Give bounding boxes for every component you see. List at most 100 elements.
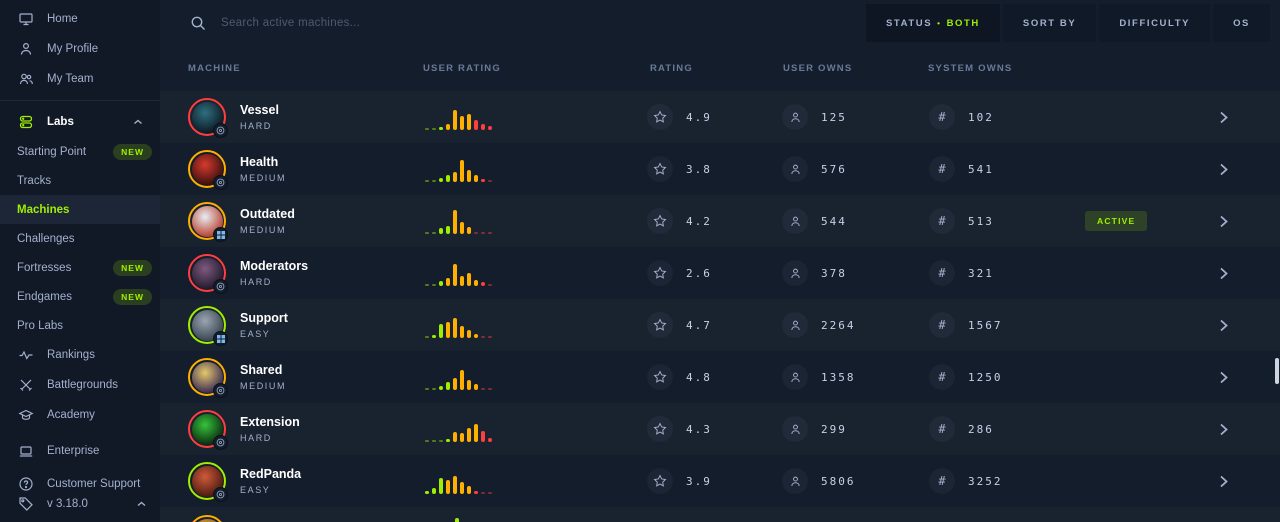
sort-by-button[interactable]: SORT BY xyxy=(1002,4,1097,42)
scrollbar-thumb[interactable] xyxy=(1275,358,1279,384)
chevron-right-icon[interactable] xyxy=(1220,423,1228,436)
rating-histogram-bar xyxy=(432,284,436,286)
sidebar-item-label: Home xyxy=(47,13,78,25)
sidebar-item-home[interactable]: Home xyxy=(0,4,160,34)
chevron-right-icon[interactable] xyxy=(1220,319,1228,332)
rating-cell: 3.8 xyxy=(647,156,712,182)
table-header-row: MACHINE USER RATING RATING USER OWNS SYS… xyxy=(160,46,1280,91)
star-icon xyxy=(647,312,673,338)
rating-histogram-bar xyxy=(425,388,429,390)
table-row[interactable]: RedPanda EASY 3.9 5806 # 3252 xyxy=(160,455,1280,507)
sidebar-section-labs[interactable]: Labs xyxy=(0,107,160,137)
sidebar-item-my-profile[interactable]: My Profile xyxy=(0,34,160,64)
rating-histogram-bar xyxy=(474,424,478,442)
rating-histogram-bar xyxy=(453,172,457,182)
sidebar-item-customer-support[interactable]: Customer Support xyxy=(0,469,160,499)
hash-icon: # xyxy=(929,312,955,338)
rating-value: 4.8 xyxy=(686,370,712,384)
sidebar-item-fortresses[interactable]: Fortresses NEW xyxy=(0,253,160,282)
rating-histogram-bar xyxy=(474,175,478,182)
system-owns-cell: # 321 xyxy=(929,260,994,286)
user-owns-value: 378 xyxy=(821,266,847,280)
rating-histogram-bar xyxy=(481,336,485,338)
sidebar-item-machines[interactable]: Machines xyxy=(0,195,160,224)
machine-name-block: Extension HARD xyxy=(240,415,300,443)
sidebar-item-tracks[interactable]: Tracks xyxy=(0,166,160,195)
rating-histogram-bar xyxy=(446,124,450,130)
sidebar-item-label: My Team xyxy=(47,73,94,85)
rating-histogram-bar xyxy=(481,492,485,494)
rating-histogram-bar xyxy=(432,180,436,182)
rating-histogram-bar xyxy=(460,222,464,234)
difficulty-filter-label: DIFFICULTY xyxy=(1119,17,1191,29)
sidebar-item-challenges[interactable]: Challenges xyxy=(0,224,160,253)
sidebar-item-academy[interactable]: Academy xyxy=(0,400,160,430)
machine-name-block: Vessel HARD xyxy=(240,103,279,131)
sidebar-item-starting-point[interactable]: Starting Point NEW xyxy=(0,137,160,166)
sort-by-label: SORT BY xyxy=(1022,17,1077,29)
table-row[interactable]: Moderators HARD 2.6 378 # 321 xyxy=(160,247,1280,299)
machine-cell: Vessel HARD xyxy=(188,98,279,138)
sidebar-item-battlegrounds[interactable]: Battlegrounds xyxy=(0,370,160,400)
rating-cell: 4.2 xyxy=(647,208,712,234)
table-row[interactable]: Vessel HARD 4.9 125 # 102 xyxy=(160,91,1280,143)
chevron-right-icon[interactable] xyxy=(1220,267,1228,280)
table-row[interactable]: Outdated MEDIUM 4.2 544 # 513 ACTIVE xyxy=(160,195,1280,247)
search-input[interactable] xyxy=(221,17,521,29)
rating-histogram-bar xyxy=(425,440,429,442)
sidebar-item-enterprise[interactable]: Enterprise xyxy=(0,436,160,466)
rating-histogram-bar xyxy=(474,232,478,234)
os-filter-button[interactable]: OS xyxy=(1213,4,1270,42)
user-owns-value: 125 xyxy=(821,110,847,124)
system-owns-value: 321 xyxy=(968,266,994,280)
rating-histogram-bar xyxy=(474,491,478,494)
machine-avatar xyxy=(188,515,226,522)
status-filter-button[interactable]: STATUS • BOTH xyxy=(865,4,1000,42)
chevron-right-icon[interactable] xyxy=(1220,371,1228,384)
table-row[interactable]: Shared MEDIUM 4.8 1358 # 1250 xyxy=(160,351,1280,403)
machine-difficulty: MEDIUM xyxy=(240,173,287,183)
tag-icon xyxy=(19,497,33,511)
header-machine: MACHINE xyxy=(188,63,241,74)
rating-histogram-bar xyxy=(460,482,464,494)
rating-histogram-bar xyxy=(467,227,471,234)
star-icon xyxy=(647,260,673,286)
table-row[interactable]: Health MEDIUM 3.8 576 # 541 xyxy=(160,143,1280,195)
system-owns-cell: # 3252 xyxy=(929,468,1003,494)
sidebar-item-my-team[interactable]: My Team xyxy=(0,64,160,94)
chevron-right-icon[interactable] xyxy=(1220,111,1228,124)
rating-histogram-bar xyxy=(453,378,457,390)
sidebar-item-label: Academy xyxy=(47,409,95,421)
sidebar-item-endgames[interactable]: Endgames NEW xyxy=(0,282,160,311)
sidebar-item-rankings[interactable]: Rankings xyxy=(0,340,160,370)
chevron-right-icon[interactable] xyxy=(1220,163,1228,176)
rating-histogram-bar xyxy=(439,386,443,390)
rating-histogram-bar xyxy=(460,276,464,286)
user-owns-cell: 299 xyxy=(782,416,847,442)
sidebar-version[interactable]: v 3.18.0 xyxy=(0,490,160,518)
difficulty-filter-button[interactable]: DIFFICULTY xyxy=(1099,4,1211,42)
table-row[interactable]: Extension HARD 4.3 299 # 286 xyxy=(160,403,1280,455)
machine-name: Shared xyxy=(240,363,283,377)
system-owns-value: 3252 xyxy=(968,474,1003,488)
rating-histogram-bar xyxy=(446,278,450,286)
person-icon xyxy=(782,468,808,494)
rating-histogram-bar xyxy=(481,388,485,390)
rating-histogram-bar xyxy=(467,273,471,286)
system-owns-value: 286 xyxy=(968,422,994,436)
os-badge-icon xyxy=(213,123,228,138)
machine-name-block: Health MEDIUM xyxy=(240,155,286,183)
rating-histogram-bar xyxy=(481,179,485,182)
table-row[interactable]: Support EASY 4.7 2264 # 1567 xyxy=(160,299,1280,351)
machine-cell: Health MEDIUM xyxy=(188,150,286,190)
user-rating-histogram xyxy=(425,208,497,234)
chevron-right-icon[interactable] xyxy=(1220,475,1228,488)
hash-icon: # xyxy=(929,104,955,130)
user-rating-histogram xyxy=(425,312,497,338)
system-owns-value: 541 xyxy=(968,162,994,176)
user-rating-histogram xyxy=(425,416,497,442)
table-row-partial[interactable] xyxy=(160,507,1280,522)
os-badge-icon xyxy=(213,383,228,398)
sidebar-item-pro-labs[interactable]: Pro Labs xyxy=(0,311,160,340)
chevron-right-icon[interactable] xyxy=(1220,215,1228,228)
